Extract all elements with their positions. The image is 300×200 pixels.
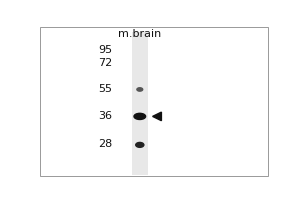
Text: 95: 95 bbox=[98, 45, 112, 55]
Ellipse shape bbox=[137, 88, 143, 91]
Bar bbox=[132, 32, 148, 175]
Text: m.brain: m.brain bbox=[118, 29, 161, 39]
Ellipse shape bbox=[136, 142, 144, 147]
Text: 72: 72 bbox=[98, 58, 112, 68]
Ellipse shape bbox=[134, 113, 146, 119]
Text: 28: 28 bbox=[98, 139, 112, 149]
Text: 36: 36 bbox=[98, 111, 112, 121]
Polygon shape bbox=[153, 112, 161, 121]
Text: 55: 55 bbox=[98, 84, 112, 94]
